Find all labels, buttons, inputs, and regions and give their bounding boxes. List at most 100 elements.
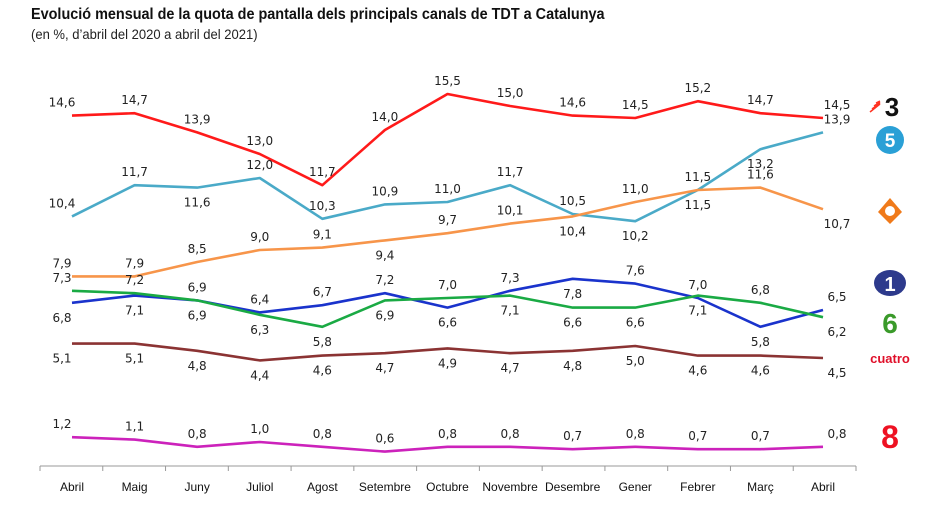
data-label: 11,7 — [309, 165, 336, 179]
x-tick-label: Juliol — [246, 480, 273, 494]
data-label: 0,8 — [313, 427, 332, 441]
data-label: 4,9 — [438, 356, 457, 370]
data-label: 6,9 — [375, 308, 394, 322]
data-label: 7,2 — [375, 273, 394, 287]
data-label: 4,4 — [250, 368, 269, 382]
data-label: 4,8 — [188, 359, 207, 373]
data-label: 14,7 — [747, 93, 774, 107]
tv3-logo-text: 3 — [885, 92, 899, 122]
data-label: 13,9 — [184, 112, 211, 126]
data-label: 1,0 — [250, 422, 269, 436]
data-label: 6,8 — [751, 283, 770, 297]
data-label: 10,4 — [49, 196, 76, 210]
data-label: 0,8 — [827, 427, 846, 441]
data-label: 4,6 — [751, 364, 770, 378]
data-label: 4,7 — [501, 361, 520, 375]
8tv-icon: 8 — [881, 419, 899, 455]
data-label: 14,5 — [824, 98, 851, 112]
data-label: 11,6 — [184, 196, 211, 210]
x-tick-label: Maig — [122, 480, 148, 494]
data-label: 6,2 — [827, 325, 846, 339]
data-label: 7,3 — [52, 271, 71, 285]
lasexta-icon: 6 — [882, 308, 898, 339]
antena3-icon-center — [885, 206, 895, 216]
data-label: 15,2 — [684, 81, 711, 95]
data-label: 11,7 — [121, 165, 148, 179]
data-label: 11,0 — [622, 182, 649, 196]
data-label: 6,4 — [250, 292, 269, 306]
data-label: 6,8 — [52, 311, 71, 325]
data-label: 13,9 — [824, 112, 851, 126]
data-label: 10,1 — [497, 204, 524, 218]
data-label: 9,4 — [375, 248, 394, 262]
data-label: 5,8 — [751, 335, 770, 349]
data-label: 5,8 — [313, 335, 332, 349]
data-label: 0,8 — [501, 427, 520, 441]
x-tick-label: Desembre — [545, 480, 601, 494]
data-label: 10,5 — [559, 194, 586, 208]
chart-subtitle: (en %, d’abril del 2020 a abril del 2021… — [31, 26, 258, 42]
data-label: 9,1 — [313, 228, 332, 242]
chart-title: Evolució mensual de la quota de pantalla… — [31, 6, 605, 23]
data-label: 5,0 — [626, 354, 645, 368]
data-label: 7,6 — [626, 264, 645, 278]
data-label: 6,7 — [313, 285, 332, 299]
x-tick-label: Març — [747, 480, 774, 494]
data-label: 11,6 — [747, 168, 774, 182]
x-tick-label: Juny — [184, 480, 209, 494]
data-label: 6,3 — [250, 323, 269, 337]
data-label: 14,0 — [372, 110, 399, 124]
data-label: 7,2 — [125, 273, 144, 287]
data-label: 10,3 — [309, 199, 336, 213]
data-label: 8,5 — [188, 242, 207, 256]
data-label: 9,0 — [250, 230, 269, 244]
x-tick-label: Agost — [307, 480, 338, 494]
data-label: 7,1 — [125, 304, 144, 318]
data-label: 0,7 — [688, 429, 707, 443]
data-label: 6,9 — [188, 280, 207, 294]
data-label: 1,2 — [52, 417, 71, 431]
data-label: 14,7 — [121, 93, 148, 107]
data-label: 7,8 — [563, 287, 582, 301]
data-label: 7,9 — [125, 256, 144, 270]
data-label: 11,7 — [497, 165, 524, 179]
data-label: 6,5 — [827, 290, 846, 304]
x-tick-label: Octubre — [426, 480, 469, 494]
data-label: 10,9 — [372, 184, 399, 198]
data-label: 0,8 — [188, 427, 207, 441]
data-label: 15,5 — [434, 74, 461, 88]
data-label: 14,6 — [559, 96, 586, 110]
data-label: 6,6 — [626, 316, 645, 330]
data-label: 10,2 — [622, 229, 649, 243]
data-label: 0,8 — [438, 427, 457, 441]
data-label: 7,0 — [438, 278, 457, 292]
data-label: 4,8 — [563, 359, 582, 373]
la1-icon — [874, 270, 906, 296]
data-label: 14,5 — [622, 98, 649, 112]
data-label: 5,1 — [52, 352, 71, 366]
x-tick-label: Febrer — [680, 480, 715, 494]
data-label: 1,1 — [125, 420, 144, 434]
data-label: 4,5 — [827, 366, 846, 380]
data-label: 13,0 — [246, 134, 273, 148]
data-label: 6,6 — [563, 316, 582, 330]
cuatro-icon: cuatro — [870, 351, 910, 366]
data-label: 0,6 — [375, 432, 394, 446]
data-label: 4,7 — [375, 361, 394, 375]
data-label: 10,7 — [824, 217, 851, 231]
data-label: 7,1 — [688, 304, 707, 318]
data-label: 6,9 — [188, 308, 207, 322]
data-label: 4,6 — [688, 364, 707, 378]
x-tick-label: Abril — [811, 480, 835, 494]
data-label: 5,1 — [125, 352, 144, 366]
data-label: 7,3 — [501, 271, 520, 285]
data-label: 9,7 — [438, 213, 457, 227]
la1-logo-text: 1 — [884, 274, 895, 296]
data-label: 6,6 — [438, 316, 457, 330]
tv3-icon — [869, 100, 881, 113]
x-tick-label: Novembre — [482, 480, 538, 494]
data-label: 0,7 — [563, 429, 582, 443]
data-label: 7,1 — [501, 304, 520, 318]
x-tick-label: Abril — [60, 480, 84, 494]
